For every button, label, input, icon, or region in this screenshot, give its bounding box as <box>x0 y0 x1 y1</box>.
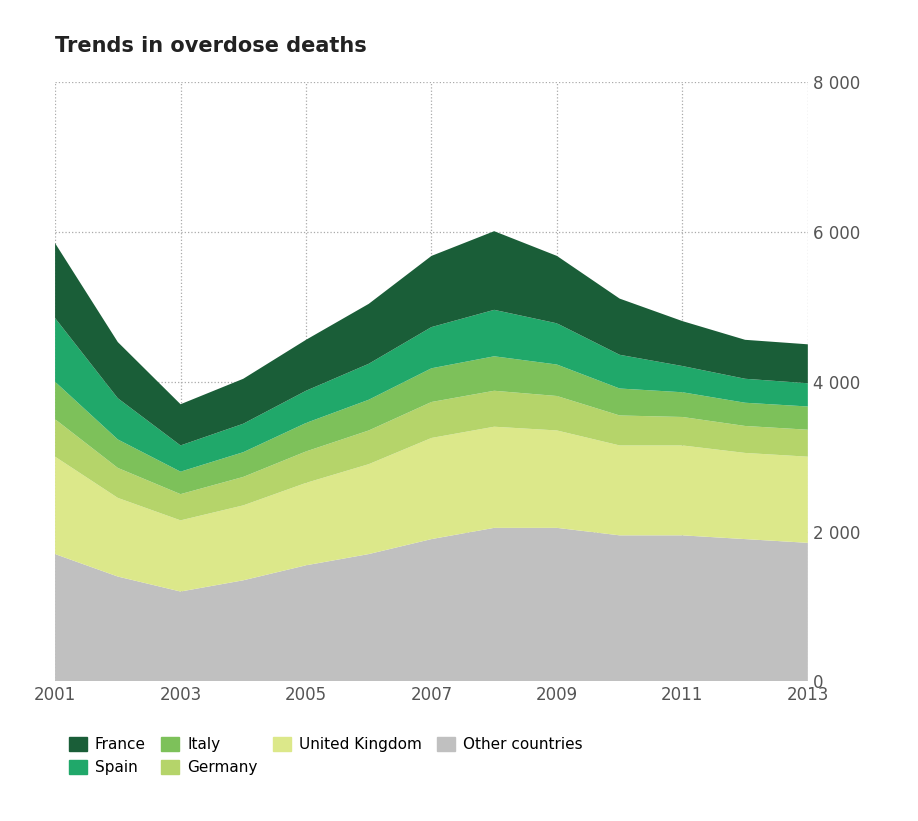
Text: Trends in overdose deaths: Trends in overdose deaths <box>55 35 367 56</box>
Legend: France, Spain, Italy, Germany, United Kingdom, Other countries: France, Spain, Italy, Germany, United Ki… <box>62 731 588 781</box>
